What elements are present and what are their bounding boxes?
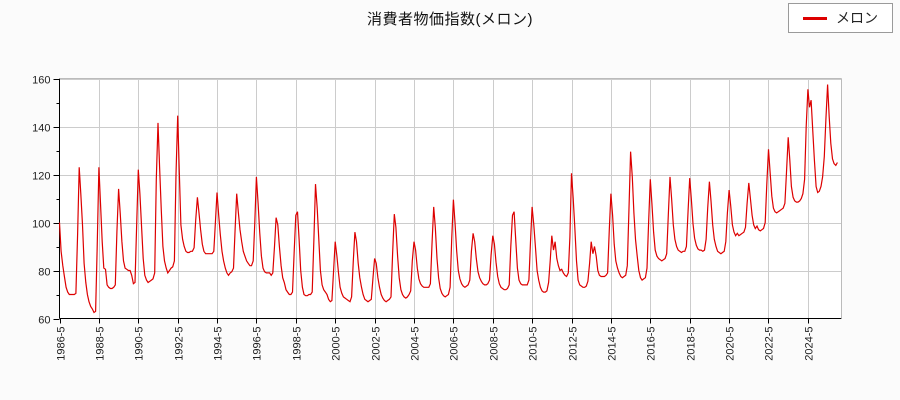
x-tick-label: 1990-5 xyxy=(134,327,146,361)
y-tick-label: 140 xyxy=(32,123,50,135)
tick-labels: 60 80 100 120 140 160 1986-5 1988-5 1990-5 1992-5… xyxy=(32,75,815,361)
chart-title: 消費者物価指数(メロン) xyxy=(367,11,533,28)
legend-series-label: メロン xyxy=(836,10,878,26)
x-tick-label: 2016-5 xyxy=(646,327,658,361)
x-tick-label: 2014-5 xyxy=(607,327,619,361)
x-tick-label: 1986-5 xyxy=(56,327,68,361)
x-tick-label: 2000-5 xyxy=(331,327,343,361)
y-tick-label: 80 xyxy=(38,267,50,279)
x-tick-label: 1998-5 xyxy=(292,327,304,361)
y-tick-label: 100 xyxy=(32,219,50,231)
x-tick-label: 1994-5 xyxy=(213,327,225,361)
x-tick-label: 2022-5 xyxy=(764,327,776,361)
y-tick-label: 120 xyxy=(32,171,50,183)
x-tick-label: 2020-5 xyxy=(725,327,737,361)
x-tick-label: 2010-5 xyxy=(528,327,540,361)
x-tick-label: 2004-5 xyxy=(410,327,422,361)
x-tick-label: 2024-5 xyxy=(804,327,816,361)
x-tick-label: 2006-5 xyxy=(449,327,461,361)
legend-box: メロン xyxy=(788,3,893,33)
y-tick-label: 160 xyxy=(32,75,50,87)
y-tick-label: 60 xyxy=(38,315,50,327)
melon-cpi-line xyxy=(58,84,838,314)
x-tick-label: 2002-5 xyxy=(371,327,383,361)
x-tick-label: 1992-5 xyxy=(174,327,186,361)
x-tick-label: 1988-5 xyxy=(95,327,107,361)
x-tick-label: 2018-5 xyxy=(686,327,698,361)
legend-line-swatch xyxy=(803,16,827,20)
x-tick-label: 2008-5 xyxy=(489,327,501,361)
x-tick-label: 1996-5 xyxy=(252,327,264,361)
x-tick-label: 2012-5 xyxy=(568,327,580,361)
axes xyxy=(53,78,842,324)
